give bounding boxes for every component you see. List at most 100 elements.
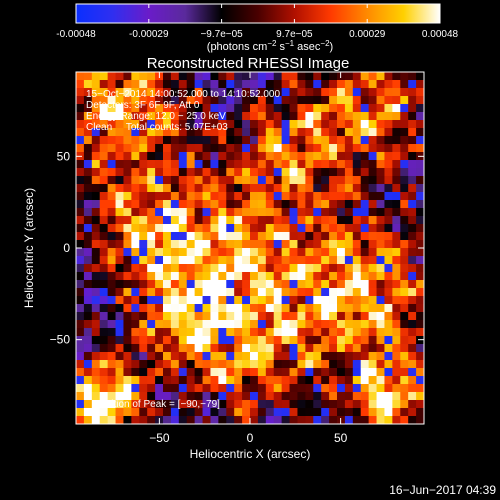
heatmap-cell: [131, 336, 140, 345]
heatmap-cell: [131, 208, 140, 217]
heatmap-cell: [416, 400, 424, 409]
heatmap-cell: [107, 368, 117, 377]
heatmap-cell: [305, 128, 314, 137]
heatmap-cell: [91, 296, 101, 305]
heatmap-cell: [273, 96, 283, 105]
heatmap-cell: [408, 328, 417, 337]
heatmap-cell: [392, 88, 401, 97]
heatmap-cell: [344, 168, 354, 177]
heatmap-cell: [218, 128, 227, 137]
heatmap-cell: [147, 88, 156, 97]
heatmap-cell: [163, 104, 172, 113]
heatmap-cell: [186, 208, 196, 217]
heatmap-cell: [368, 224, 378, 233]
heatmap-cell: [344, 112, 354, 121]
heatmap-cell: [321, 360, 330, 369]
heatmap-cell: [416, 96, 424, 105]
heatmap-cell: [313, 224, 322, 233]
heatmap-cell: [329, 352, 338, 361]
heatmap-cell: [99, 136, 109, 145]
heatmap-cell: [321, 184, 330, 193]
heatmap-cell: [416, 288, 424, 297]
heatmap-cell: [139, 416, 148, 424]
heatmap-cell: [91, 168, 101, 177]
heatmap-cell: [210, 368, 219, 377]
heatmap-cell: [226, 352, 235, 361]
heatmap-cell: [273, 176, 283, 185]
heatmap-cell: [91, 384, 101, 393]
heatmap-cell: [273, 136, 283, 145]
heatmap-cell: [139, 216, 148, 225]
heatmap-cell: [321, 96, 330, 105]
heatmap-cell: [384, 328, 393, 337]
heatmap-cell: [218, 352, 227, 361]
heatmap-cell: [289, 224, 299, 233]
heatmap-cell: [163, 160, 172, 169]
unit-exp-3: −2: [320, 39, 330, 48]
heatmap-cell: [360, 296, 370, 305]
heatmap-cell: [416, 240, 424, 249]
heatmap-cell: [123, 296, 132, 305]
heatmap-cell: [99, 120, 109, 129]
heatmap-cell: [416, 136, 424, 145]
heatmap-cell: [360, 392, 370, 401]
heatmap-cell: [123, 200, 132, 209]
heatmap-cell: [242, 416, 251, 424]
heatmap-cell: [83, 168, 93, 177]
heatmap-cell: [76, 80, 85, 89]
heatmap-cell: [234, 304, 243, 313]
heatmap-cell: [321, 128, 330, 137]
heatmap-cell: [257, 376, 267, 385]
heatmap-cell: [360, 280, 370, 289]
heatmap-cell: [408, 96, 417, 105]
heatmap-cell: [297, 96, 306, 105]
heatmap-cell: [352, 312, 362, 321]
heatmap-cell: [257, 136, 267, 145]
heatmap-cell: [202, 80, 212, 89]
heatmap-cell: [178, 208, 188, 217]
heatmap-cell: [265, 288, 275, 297]
heatmap-cell: [170, 352, 180, 361]
heatmap-cell: [147, 240, 156, 249]
heatmap-cell: [376, 136, 386, 145]
heatmap-cell: [400, 400, 409, 409]
heatmap-cell: [273, 80, 283, 89]
heatmap-cell: [170, 256, 180, 265]
heatmap-cell: [131, 152, 140, 161]
heatmap-cell: [226, 416, 235, 424]
heatmap-cell: [408, 144, 417, 153]
heatmap-cell: [210, 208, 219, 217]
heatmap-cell: [163, 240, 172, 249]
heatmap-cell: [344, 416, 354, 424]
heatmap-cell: [273, 248, 283, 257]
heatmap-cell: [131, 72, 140, 81]
heatmap-cell: [265, 400, 275, 409]
heatmap-cell: [337, 128, 346, 137]
heatmap-cell: [210, 80, 219, 89]
heatmap-cell: [297, 120, 306, 129]
heatmap-cell: [297, 104, 306, 113]
heatmap-cell: [155, 128, 164, 137]
heatmap-cell: [83, 248, 93, 257]
heatmap-cell: [186, 344, 196, 353]
heatmap-cell: [194, 336, 204, 345]
heatmap-cell: [265, 152, 275, 161]
heatmap-cell: [392, 408, 401, 417]
heatmap-cell: [281, 152, 291, 161]
heatmap-cell: [368, 152, 378, 161]
heatmap-cell: [337, 160, 346, 169]
heatmap-cell: [139, 336, 148, 345]
heatmap-cell: [368, 264, 378, 273]
heatmap-cell: [257, 264, 267, 273]
heatmap-cell: [242, 224, 251, 233]
heatmap-cell: [170, 344, 180, 353]
heatmap-cell: [408, 344, 417, 353]
heatmap-cell: [76, 232, 85, 241]
heatmap-cell: [321, 296, 330, 305]
heatmap-cell: [321, 240, 330, 249]
heatmap-cell: [408, 88, 417, 97]
heatmap-cell: [289, 360, 299, 369]
heatmap-cell: [313, 320, 322, 329]
heatmap-cell: [242, 112, 251, 121]
heatmap-cell: [360, 272, 370, 281]
